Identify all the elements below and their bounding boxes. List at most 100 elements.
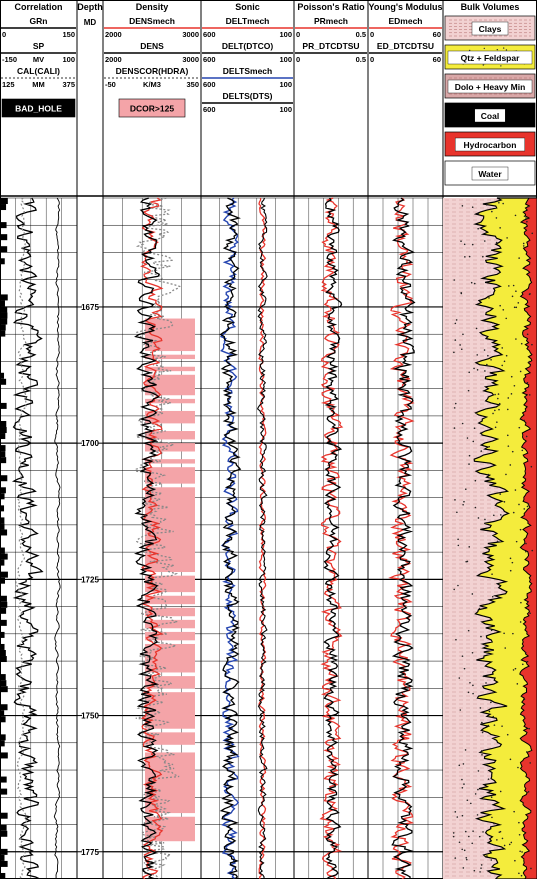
dcor-shade xyxy=(145,495,195,500)
bulk-qtz-dot xyxy=(480,867,482,869)
bad-hole-flag-mark xyxy=(1,601,8,608)
bulk-qtz-dot xyxy=(495,217,498,219)
bad-hole-flag-mark xyxy=(1,529,8,536)
track-title-poisson-s-ratio: Poisson's Ratio xyxy=(297,2,365,12)
dcor-shade xyxy=(145,676,195,681)
dcor-shade xyxy=(145,575,195,581)
curve-min-denscor-hdra: -50 xyxy=(105,80,116,89)
bulk-qtz-dot xyxy=(503,844,506,847)
bulk-qtz-dot xyxy=(502,202,504,205)
dcor-shade xyxy=(145,487,195,492)
curve-max-delts-dts: 100 xyxy=(279,105,292,114)
bulk-qtz-dot xyxy=(514,667,517,670)
bad-hole-flag-mark xyxy=(1,312,8,319)
bulk-qtz-dot xyxy=(490,859,493,861)
curve-min-grn: 0 xyxy=(2,30,6,39)
bulk-qtz-dot xyxy=(529,762,532,764)
curve-max-delt-dtco: 100 xyxy=(279,55,292,64)
bulk-qtz-dot xyxy=(481,721,483,724)
dcor-shade xyxy=(145,720,195,725)
bulk-qtz-dot xyxy=(512,632,514,635)
bulk-qtz-dot xyxy=(459,709,462,711)
bad-hole-flag-mark xyxy=(1,607,7,614)
dcor-shade xyxy=(145,724,195,729)
dcor-shade xyxy=(145,579,195,585)
dcor-shade xyxy=(145,435,195,440)
curve-max-dens: 3000 xyxy=(182,55,199,64)
curve-ed-dtcdtsu xyxy=(391,197,416,880)
bad-hole-flag-mark xyxy=(1,523,5,530)
legend-dot xyxy=(505,49,508,51)
bulk-qtz-dot xyxy=(459,344,461,346)
bulk-qtz-dot xyxy=(526,220,528,223)
bulk-qtz-dot xyxy=(488,710,491,713)
track-title-depth: Depth xyxy=(77,2,103,12)
dcor-shade xyxy=(145,700,195,705)
dcor-shade xyxy=(145,330,195,335)
bad-hole-flag-mark xyxy=(1,493,5,500)
curve-min-delts-dts: 600 xyxy=(203,105,216,114)
bulk-qtz-dot xyxy=(454,499,456,501)
bulk-qtz-dot xyxy=(521,851,523,853)
bad-hole-flag-mark xyxy=(1,330,6,337)
bulk-qtz-dot xyxy=(473,282,476,285)
bulk-qtz-dot xyxy=(461,848,463,851)
bulk-qtz-dot xyxy=(453,279,456,281)
dcor-shade xyxy=(145,471,195,476)
bulk-qtz-dot xyxy=(518,833,521,836)
curve-pr-dtcdtsu xyxy=(323,197,343,880)
bulk-qtz-dot xyxy=(515,306,518,309)
bulk-qtz-dot xyxy=(519,370,522,373)
bulk-qtz-dot xyxy=(518,821,520,824)
legend-label-bg xyxy=(471,166,509,181)
curve-name-grn: GRn xyxy=(30,16,48,26)
bad-hole-flag-mark xyxy=(1,674,6,681)
dcor-shade xyxy=(145,342,195,348)
bad-hole-flag-mark xyxy=(1,402,7,409)
bulk-qtz-dot xyxy=(503,360,506,363)
bad-hole-flag-mark xyxy=(1,848,8,855)
bulk-qtz-dot xyxy=(477,788,479,791)
curve-max-prmech: 0.5 xyxy=(356,30,366,39)
bulk-qtz-dot xyxy=(524,652,527,654)
bulk-qtz-dot xyxy=(454,322,457,325)
bulk-qtz-dot xyxy=(516,683,519,685)
dcor-shade xyxy=(145,366,195,372)
dcor-shade xyxy=(145,338,195,344)
bulk-qtz-dot xyxy=(519,621,522,623)
bulk-qtz-dot xyxy=(490,796,493,799)
bulk-qtz-dot xyxy=(527,790,530,793)
bulk-qtz-dot xyxy=(528,360,531,363)
dcor-shade xyxy=(145,390,195,396)
bad-hole-flag-mark xyxy=(1,680,7,687)
curve-delt xyxy=(256,197,268,880)
bulk-qtz-dot xyxy=(512,511,515,514)
bulk-qtz-dot xyxy=(479,871,481,873)
curve-name-pr-dtcdtsu: PR_DTCDTSU xyxy=(302,41,359,51)
dcor-shade xyxy=(145,443,195,448)
bulk-qtz-dot xyxy=(454,402,457,405)
bulk-qtz-dot xyxy=(517,302,520,304)
dcor-shade xyxy=(145,543,195,548)
bulk-qtz-dot xyxy=(501,837,504,840)
dcor-shade xyxy=(145,531,195,536)
curve-max-denscor-hdra: 350 xyxy=(186,80,199,89)
bad-hole-flag-mark xyxy=(1,571,8,578)
bulk-qtz-dot xyxy=(472,684,474,687)
curve-min-deltmech: 600 xyxy=(203,30,216,39)
curve-name-cal-cali: CAL(CALI) xyxy=(17,66,60,76)
bulk-qtz-dot xyxy=(471,243,474,246)
bulk-qtz-dot xyxy=(522,242,525,245)
curve-name-prmech: PRmech xyxy=(314,16,348,26)
bulk-qtz-dot xyxy=(492,715,495,718)
bulk-qtz-dot xyxy=(457,538,459,541)
curve-max-deltsmech: 100 xyxy=(279,80,292,89)
bad-hole-flag-mark xyxy=(1,559,5,566)
bad-hole-flag-mark xyxy=(1,553,8,560)
bad-hole-flag-mark xyxy=(1,824,7,831)
bulk-qtz-dot xyxy=(518,503,520,506)
bulk-qtz-dot xyxy=(519,528,522,531)
bulk-qtz-dot xyxy=(478,607,481,610)
bulk-qtz-dot xyxy=(501,347,504,349)
bulk-qtz-dot xyxy=(452,835,455,838)
